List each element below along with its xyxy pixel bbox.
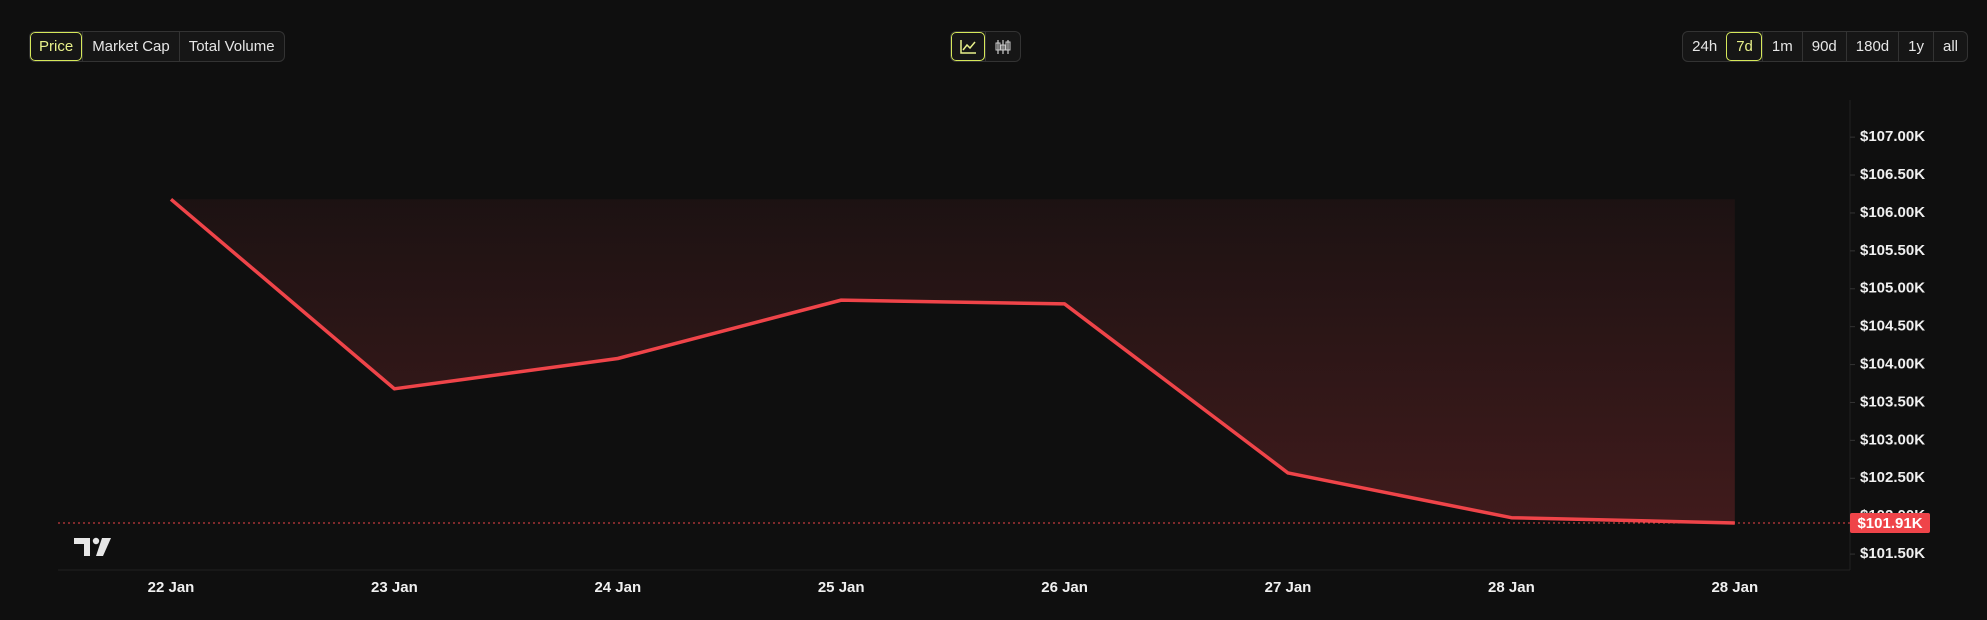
metric-tab[interactable]: Market Cap — [82, 32, 179, 61]
range-tab[interactable]: 180d — [1845, 32, 1898, 61]
candle-icon — [995, 39, 1011, 54]
range-tabs: 24h 7d 1m 90d 180d 1y all — [1682, 31, 1968, 62]
x-tick-label: 24 Jan — [594, 579, 641, 596]
x-tick-label: 22 Jan — [148, 579, 195, 596]
y-tick-label: $101.50K — [1860, 545, 1925, 562]
price-line — [169, 197, 1735, 525]
area-fill — [171, 199, 1735, 523]
metric-tabs: Price Market Cap Total Volume — [29, 31, 285, 62]
chart-style-toggle — [950, 31, 1021, 62]
range-tab[interactable]: 1m — [1761, 32, 1802, 61]
metric-tab[interactable]: Price — [30, 32, 83, 61]
y-tick-label: $106.00K — [1860, 204, 1925, 221]
y-tick-label: $102.50K — [1860, 469, 1925, 486]
y-tick-label: $106.50K — [1860, 166, 1925, 183]
y-tick-label: $104.00K — [1860, 356, 1925, 373]
y-tick-label: $103.50K — [1860, 393, 1925, 410]
candle-chart-button[interactable] — [985, 32, 1020, 61]
x-tick-label: 26 Jan — [1041, 579, 1088, 596]
y-tick-label: $105.50K — [1860, 242, 1925, 259]
range-tab[interactable]: 7d — [1726, 32, 1762, 61]
y-tick-label: $104.50K — [1860, 318, 1925, 335]
tradingview-logo — [74, 537, 111, 556]
range-tab[interactable]: 90d — [1801, 32, 1846, 61]
x-tick-label: 23 Jan — [371, 579, 418, 596]
line-icon — [960, 39, 976, 54]
range-tab[interactable]: 1y — [1898, 32, 1933, 61]
price-marker-label: $101.91K — [1857, 515, 1922, 532]
y-tick-label: $107.00K — [1860, 128, 1925, 145]
y-tick-label: $105.00K — [1860, 280, 1925, 297]
line-chart-button[interactable] — [951, 32, 985, 61]
x-tick-label: 28 Jan — [1711, 579, 1758, 596]
range-tab[interactable]: all — [1932, 32, 1967, 61]
x-tick-label: 25 Jan — [818, 579, 865, 596]
x-tick-label: 28 Jan — [1488, 579, 1535, 596]
price-marker-box — [1850, 513, 1930, 533]
x-tick-label: 27 Jan — [1265, 579, 1312, 596]
y-tick-label: $103.00K — [1860, 431, 1925, 448]
range-tab[interactable]: 24h — [1692, 38, 1718, 55]
metric-tab[interactable]: Total Volume — [178, 32, 284, 61]
